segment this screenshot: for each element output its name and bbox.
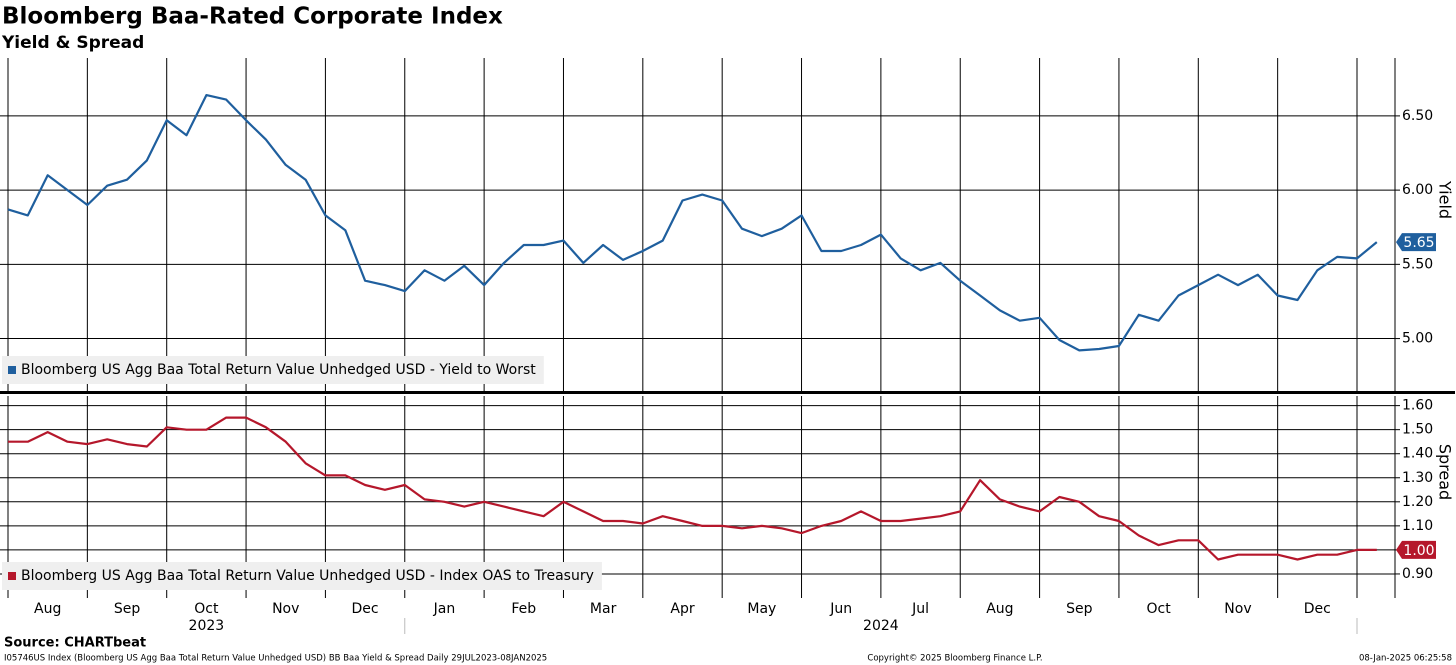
x-tick-label: Dec <box>1304 601 1331 617</box>
line <box>7 93 1378 352</box>
x-tick-label: Dec <box>352 601 379 617</box>
line <box>8 416 1377 561</box>
x-tick-label: Nov <box>272 601 299 617</box>
footer-left: I05746US Index (Bloomberg US Agg Baa Tot… <box>4 654 547 664</box>
x-tick-label: Aug <box>34 601 61 617</box>
x-tick-label: Oct <box>1147 601 1172 617</box>
y-tick-label: 1.50 <box>1402 422 1433 438</box>
x-tick-label: Sep <box>114 601 141 617</box>
legend-box <box>2 356 544 384</box>
y-tick-label: 6.50 <box>1402 108 1433 124</box>
last-value-label: 5.65 <box>1403 235 1434 251</box>
y-axis-label: Yield <box>1436 180 1455 219</box>
chart-title: Bloomberg Baa-Rated Corporate Index <box>2 4 503 30</box>
panel-divider <box>0 391 1455 394</box>
x-tick-label: Nov <box>1224 601 1251 617</box>
legend-swatch <box>8 366 16 374</box>
last-value-tag <box>1396 540 1436 559</box>
y-tick-label: 5.50 <box>1402 256 1433 272</box>
legend-box <box>2 562 602 590</box>
x-tick-label: May <box>747 601 776 617</box>
x-tick-label: Mar <box>590 601 617 617</box>
y-axis-label: Spread <box>1436 444 1455 500</box>
footer-center: Copyright© 2025 Bloomberg Finance L.P. <box>867 654 1042 664</box>
footer-right: 08-Jan-2025 06:25:58 <box>1359 654 1452 664</box>
legend-label: Bloomberg US Agg Baa Total Return Value … <box>21 568 594 584</box>
x-tick-label: Sep <box>1066 601 1093 617</box>
y-tick-label: 1.10 <box>1402 518 1433 534</box>
last-value-tag <box>1396 233 1436 252</box>
last-value-label: 1.00 <box>1403 543 1434 559</box>
legend-swatch <box>8 572 16 580</box>
chart-subtitle: Yield & Spread <box>1 33 144 53</box>
y-tick-label: 0.90 <box>1402 566 1433 582</box>
y-tick-label: 1.20 <box>1402 494 1433 510</box>
legend-label: Bloomberg US Agg Baa Total Return Value … <box>21 362 536 378</box>
x-tick-label: Jan <box>433 601 456 617</box>
y-tick-label: 1.60 <box>1402 398 1433 414</box>
x-tick-label: Apr <box>670 601 694 617</box>
y-tick-label: 1.40 <box>1402 446 1433 462</box>
y-tick-label: 1.30 <box>1402 470 1433 486</box>
y-tick-label: 5.00 <box>1402 331 1433 347</box>
x-tick-label: Aug <box>986 601 1013 617</box>
year-label: 2024 <box>863 618 899 634</box>
x-tick-label: Jul <box>911 601 929 617</box>
source: Source: CHARTbeat <box>4 636 146 651</box>
x-tick-label: Oct <box>194 601 219 617</box>
year-label: 2023 <box>189 618 225 634</box>
x-tick-label: Jun <box>829 601 852 617</box>
x-tick-label: Feb <box>511 601 536 617</box>
y-tick-label: 6.00 <box>1402 182 1433 198</box>
